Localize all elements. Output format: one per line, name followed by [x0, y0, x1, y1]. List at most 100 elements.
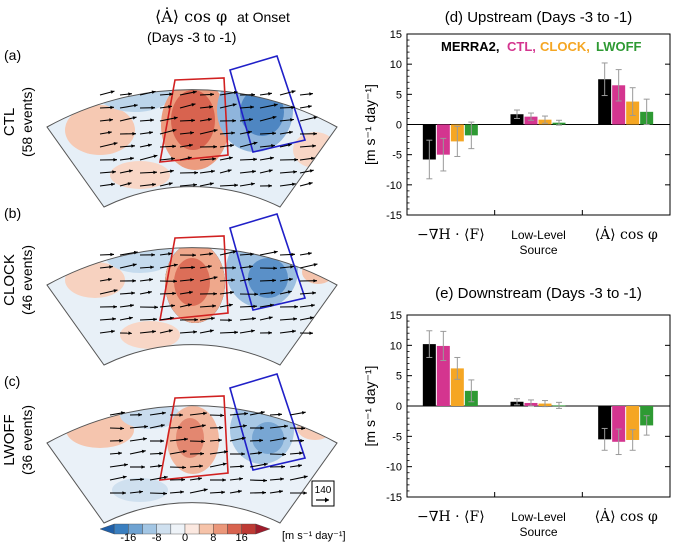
wind-vector-head — [194, 318, 198, 322]
wind-vector-head — [113, 142, 118, 146]
wind-vector-head — [132, 116, 137, 120]
wind-vector-head — [147, 290, 152, 295]
wind-vector-head — [262, 490, 266, 495]
wind-vector-head — [284, 424, 288, 428]
wind-vector-head — [193, 330, 197, 334]
wind-vector-head — [144, 425, 148, 429]
wind-vector-head — [234, 330, 238, 335]
chart-title: (d) Upstream (Days -3 to -1) — [445, 9, 633, 26]
panel-c-events: (36 events) — [19, 405, 35, 475]
wind-vector-head — [151, 106, 155, 110]
wind-vector-head — [158, 464, 162, 468]
wind-vector-head — [182, 465, 186, 470]
wind-vector-head — [128, 331, 132, 335]
wind-vector-head — [240, 464, 244, 469]
wind-vector-head — [169, 92, 173, 96]
x-tick-label: −∇H · ⟨F⟩ — [417, 509, 485, 525]
wind-vector-head — [150, 118, 154, 122]
wind-vector-head — [208, 117, 212, 122]
wind-vector-head — [203, 411, 207, 416]
wind-vector-head — [270, 156, 274, 160]
wind-vector-head — [222, 462, 227, 466]
wind-vector-head — [128, 316, 133, 320]
wind-vector-head — [293, 317, 297, 321]
wind-vector-head — [249, 118, 253, 122]
wind-vector-head — [232, 103, 237, 107]
wind-vector-head — [187, 156, 192, 160]
wind-vectors-c — [109, 411, 308, 496]
bar-ctl — [612, 85, 626, 125]
wind-vector-head — [301, 411, 306, 415]
wind-vector-head — [268, 331, 272, 335]
y-tick-label: 0 — [396, 120, 402, 132]
wind-vector-head — [138, 413, 142, 417]
wind-vector-head — [182, 449, 187, 454]
wind-vector-head — [224, 450, 228, 454]
wind-vector-head — [209, 329, 214, 333]
wind-vector-head — [110, 105, 114, 110]
wind-vector-head — [290, 265, 294, 269]
wind-vector-head — [290, 118, 294, 122]
wind-vector-head — [268, 184, 272, 188]
bar-clock — [626, 406, 640, 440]
wind-vector-head — [232, 266, 236, 270]
wind-vector-head — [294, 305, 298, 309]
wind-vector-head — [219, 426, 223, 430]
wind-vector-head — [191, 103, 196, 107]
wind-vector-head — [252, 317, 256, 321]
colorbar-swatch — [255, 523, 271, 535]
wind-vector-head — [212, 304, 216, 308]
wind-vector-head — [133, 103, 138, 108]
wind-vector-head — [263, 462, 268, 467]
wind-vector-head — [300, 439, 304, 443]
colorbar-tick-label: 0 — [182, 532, 188, 544]
wind-vector-head — [189, 143, 193, 148]
wind-vector-head — [272, 278, 276, 283]
left-title-math: ⟨Ȧ⟩ cos φ — [155, 6, 227, 26]
map-panel-a: (a) CTL (58 events) — [1, 47, 338, 208]
wind-vector-head — [303, 491, 307, 495]
wind-vector-head — [238, 489, 242, 494]
left-subtitle: (Days -3 to -1) — [147, 29, 236, 45]
wind-vector-head — [311, 156, 315, 161]
left-title-suffix: at Onset — [237, 9, 290, 25]
y-tick-label: 10 — [390, 340, 402, 352]
wind-vector-head — [292, 329, 296, 334]
wind-vector-head — [171, 304, 175, 308]
wind-vector-head — [258, 451, 262, 455]
y-axis-label: [m s⁻¹ day⁻¹] — [362, 366, 378, 447]
wind-vector-head — [309, 169, 314, 173]
wind-vector-head — [253, 141, 258, 145]
wind-vector-head — [108, 277, 112, 282]
wind-vector-head — [291, 90, 296, 94]
wind-vector-head — [192, 253, 196, 257]
wind-vector-head — [128, 92, 132, 96]
chart-title: (e) Downstream (Days -3 to -1) — [435, 285, 642, 302]
wind-vector-head — [260, 411, 265, 415]
colorbar-tick-label: 16 — [236, 532, 248, 544]
wind-vector-head — [291, 105, 295, 110]
wind-vector-head — [128, 169, 133, 173]
wind-vector-head — [213, 145, 217, 149]
y-tick-label: 0 — [396, 401, 402, 413]
x-tick-label: Source — [519, 243, 557, 257]
wind-vector-head — [227, 169, 232, 173]
wind-vector-head — [192, 90, 197, 94]
wind-vector-head — [213, 292, 217, 296]
wind-vector-head — [232, 119, 236, 123]
downstream-box-a — [229, 55, 307, 153]
wind-vector-head — [113, 158, 117, 162]
wind-vector-head — [191, 118, 195, 123]
wind-vector-head — [281, 465, 285, 469]
upstream-box-c — [159, 395, 229, 481]
panel-c-name: LWOFF — [1, 414, 18, 465]
wind-vector-head — [251, 329, 255, 333]
wind-vector-head — [313, 116, 318, 120]
wind-vector-head — [171, 157, 175, 161]
wind-vector-head — [140, 477, 144, 482]
wind-vector-head — [263, 478, 267, 483]
wind-vector-head — [181, 478, 185, 482]
legend-item-1: CTL, — [507, 39, 536, 54]
wind-vector-head — [273, 250, 278, 254]
wind-vector-head — [250, 182, 255, 186]
